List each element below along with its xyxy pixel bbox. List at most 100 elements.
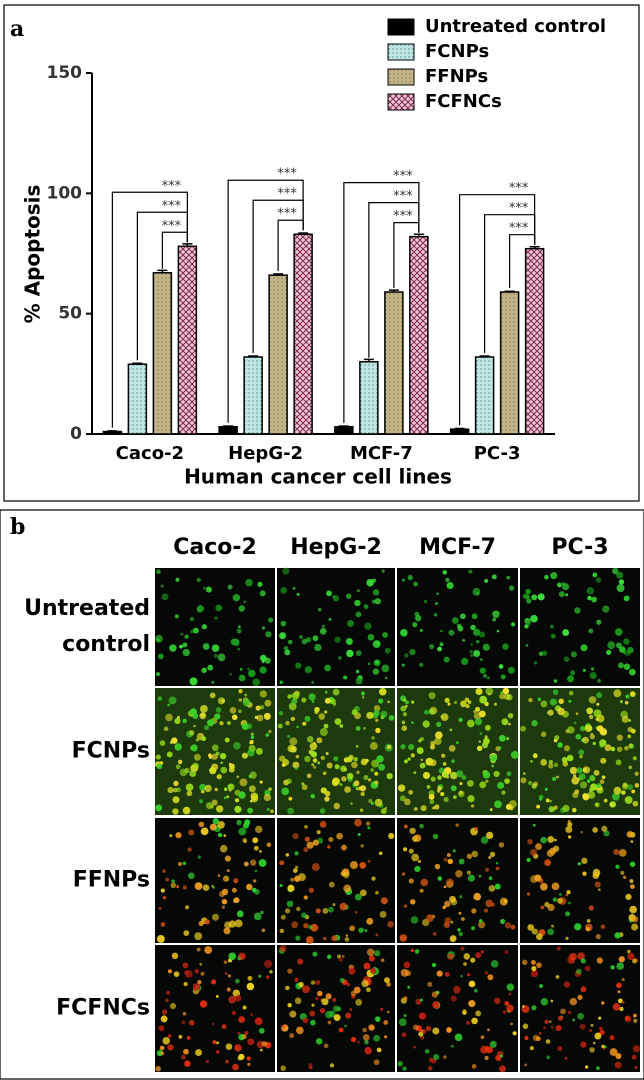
cell-dot: [589, 774, 596, 781]
cell-dot: [371, 759, 380, 768]
cell-dot: [215, 751, 220, 756]
cell-dot: [242, 1034, 247, 1039]
cell-dot: [185, 905, 190, 910]
cell-dot: [423, 599, 428, 604]
cell-dot: [327, 1020, 332, 1025]
cell-dot: [380, 1007, 384, 1011]
cell-dot: [303, 847, 309, 853]
cell-dot: [629, 668, 636, 676]
cell-dot: [570, 670, 576, 676]
cell-dot: [571, 776, 580, 785]
cell-dot: [565, 826, 573, 834]
cell-dot: [196, 577, 201, 583]
cell-dot: [544, 859, 551, 867]
cell-dot: [601, 1044, 605, 1049]
cell-dot: [556, 775, 560, 779]
cell-dot: [247, 1062, 251, 1066]
cell-dot: [199, 783, 206, 791]
cell-dot: [578, 773, 586, 781]
cell-dot: [614, 932, 621, 939]
cell-dot: [550, 1025, 554, 1029]
cell-dot: [303, 895, 309, 900]
cell-dot: [624, 700, 629, 705]
cell-dot: [593, 769, 600, 776]
cell-dot: [229, 707, 237, 714]
cell-dot: [530, 614, 538, 623]
cell-dot: [387, 921, 394, 928]
cell-dot: [374, 780, 379, 785]
cell-dot: [411, 853, 419, 862]
cell-dot: [247, 1038, 255, 1046]
cell-dot: [568, 699, 572, 703]
cell-dot: [215, 604, 223, 612]
cell-dot: [205, 802, 213, 810]
cell-dot: [366, 917, 374, 925]
cell-dot: [207, 719, 215, 727]
cell-dot: [225, 1059, 229, 1064]
cell-dot: [193, 753, 201, 761]
cell-dot: [625, 893, 632, 900]
cell-dot: [409, 899, 416, 905]
cell-dot: [429, 799, 435, 805]
cell-dot: [346, 772, 354, 780]
cell-dot: [242, 698, 251, 707]
cell-dot: [304, 836, 310, 842]
cell-dot: [301, 782, 305, 786]
cell-dot: [311, 763, 315, 767]
cell-dot: [531, 720, 538, 727]
cell-dot: [474, 988, 478, 993]
cell-dot: [261, 626, 266, 630]
cell-dot: [178, 1034, 183, 1039]
cell-dot: [473, 628, 481, 636]
cell-dot: [485, 687, 494, 696]
cell-dot: [540, 731, 547, 737]
cell-dot: [540, 882, 548, 891]
cell-dot: [476, 640, 480, 644]
cell-dot: [618, 579, 625, 585]
cell-dot: [498, 842, 505, 848]
cell-dot: [447, 702, 451, 706]
cell-dot: [234, 919, 243, 928]
cell-dot: [211, 753, 218, 760]
cell-dot: [285, 720, 290, 726]
cell-dot: [310, 923, 319, 932]
cell-dot: [592, 741, 596, 746]
cell-dot: [400, 744, 406, 750]
cell-dot: [618, 849, 627, 857]
cell-dot: [504, 922, 512, 929]
cell-dot: [460, 946, 465, 951]
cell-dot: [337, 954, 342, 959]
cell-dot: [321, 624, 325, 628]
cell-dot: [341, 776, 347, 782]
cell-dot: [610, 965, 615, 970]
cell-dot: [282, 1024, 286, 1028]
cell-dot: [169, 1002, 177, 1010]
cell-dot: [250, 1013, 253, 1016]
cell-dot: [479, 919, 483, 923]
cell-dot: [436, 721, 442, 728]
cell-dot: [345, 593, 352, 600]
cell-dot: [201, 624, 207, 630]
micrograph: [277, 568, 395, 686]
cell-dot: [631, 1054, 637, 1060]
cell-dot: [304, 715, 311, 722]
cell-dot: [554, 838, 557, 842]
cell-dot: [524, 594, 530, 600]
cell-dot: [548, 806, 555, 813]
cell-dot: [403, 824, 408, 829]
cell-dot: [250, 735, 255, 740]
cell-dot: [182, 642, 188, 648]
cell-dot: [287, 734, 291, 738]
cell-dot: [372, 578, 377, 583]
cell-dot: [599, 779, 605, 785]
cell-dot: [373, 1034, 381, 1042]
cell-dot: [287, 1003, 292, 1008]
cell-dot: [350, 1036, 357, 1043]
cell-dot: [562, 804, 570, 812]
cell-dot: [437, 876, 443, 881]
cell-dot: [566, 754, 574, 762]
cell-dot: [179, 768, 188, 777]
significance-label: ***: [162, 199, 182, 214]
cell-dot: [589, 1047, 595, 1053]
